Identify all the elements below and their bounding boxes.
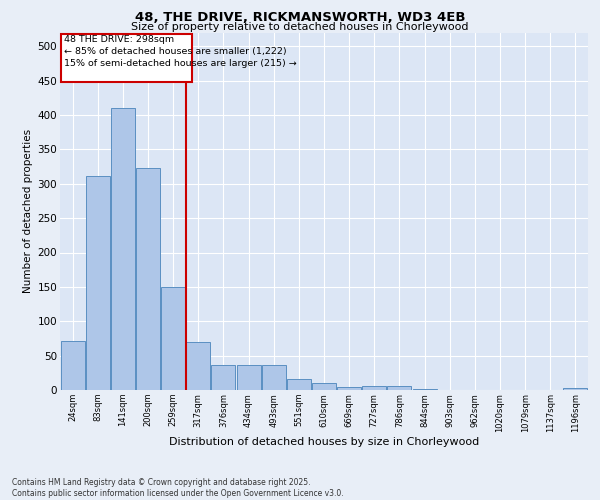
FancyBboxPatch shape <box>61 34 192 82</box>
Text: 48 THE DRIVE: 298sqm
← 85% of detached houses are smaller (1,222)
15% of semi-de: 48 THE DRIVE: 298sqm ← 85% of detached h… <box>64 35 297 68</box>
Bar <box>61 340 85 390</box>
Bar <box>262 365 286 390</box>
Bar <box>563 388 587 390</box>
Y-axis label: Number of detached properties: Number of detached properties <box>23 129 34 294</box>
Bar <box>86 176 110 390</box>
Bar <box>312 383 336 390</box>
Text: Size of property relative to detached houses in Chorleywood: Size of property relative to detached ho… <box>131 22 469 32</box>
Bar <box>187 342 210 390</box>
Bar <box>287 379 311 390</box>
Text: 48, THE DRIVE, RICKMANSWORTH, WD3 4EB: 48, THE DRIVE, RICKMANSWORTH, WD3 4EB <box>135 11 465 24</box>
X-axis label: Distribution of detached houses by size in Chorleywood: Distribution of detached houses by size … <box>169 438 479 448</box>
Bar <box>362 386 386 390</box>
Text: Contains HM Land Registry data © Crown copyright and database right 2025.
Contai: Contains HM Land Registry data © Crown c… <box>12 478 344 498</box>
Bar <box>161 287 185 390</box>
Bar <box>236 364 260 390</box>
Bar <box>337 387 361 390</box>
Bar <box>211 364 235 390</box>
Bar <box>136 168 160 390</box>
Bar <box>111 108 135 390</box>
Bar <box>388 386 412 390</box>
